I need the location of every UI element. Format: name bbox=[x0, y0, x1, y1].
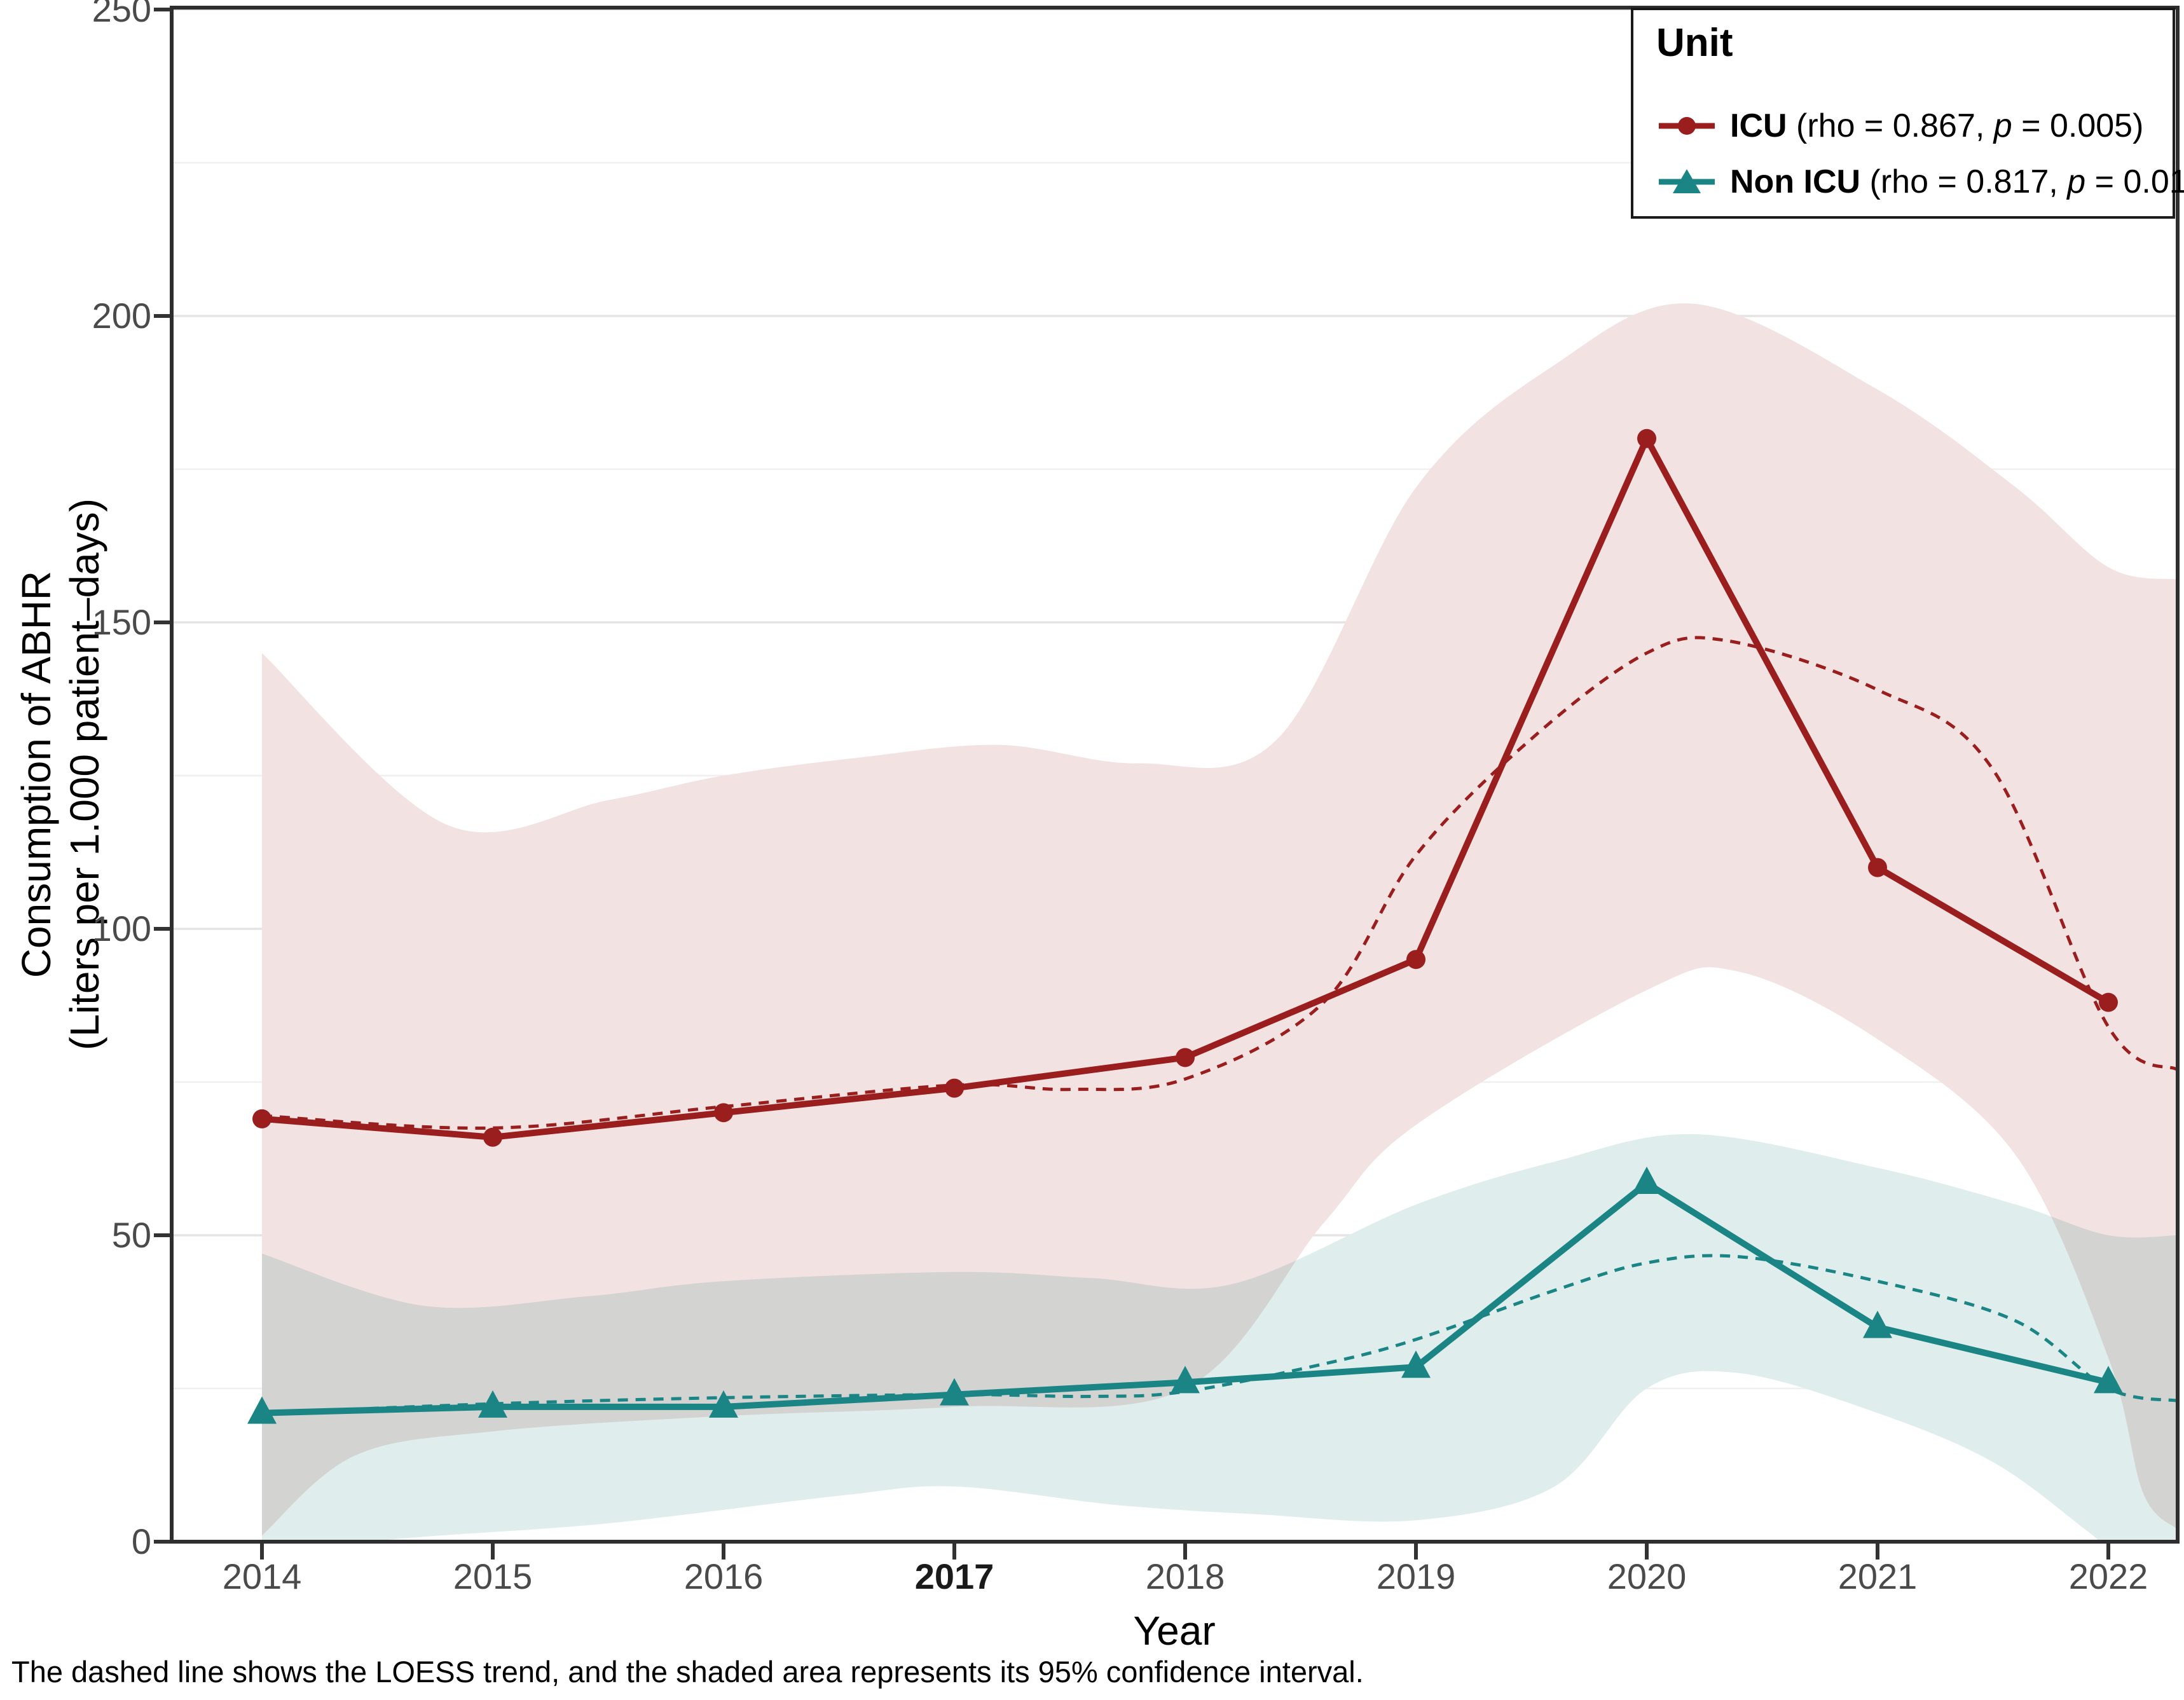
legend: Unit ICU (rho = 0.867, p = 0.005) Non IC… bbox=[1631, 8, 2184, 219]
ci-band-non-icu bbox=[262, 1134, 2178, 1542]
y-axis-title: Consumption of ABHR (Liters per 1.000 pa… bbox=[12, 498, 109, 1050]
legend-entry-icu: ICU (rho = 0.867, p = 0.005) bbox=[1656, 106, 2143, 146]
data-point-non-icu bbox=[709, 1390, 738, 1418]
y-axis-title-line1: Consumption of ABHR bbox=[13, 570, 59, 978]
legend-entry-icu-rho: (rho = 0.867, bbox=[1787, 107, 1994, 144]
data-point-icu bbox=[1637, 428, 1656, 448]
data-point-non-icu bbox=[1632, 1167, 1661, 1195]
data-point-non-icu bbox=[247, 1396, 277, 1424]
legend-entry-non-icu-rho: (rho = 0.817, bbox=[1860, 163, 2068, 200]
legend-entry-non-icu: Non ICU (rho = 0.817, p = 0.011) bbox=[1656, 161, 2184, 202]
panel-border bbox=[170, 6, 2180, 1544]
y-tick-label: 0 bbox=[131, 1521, 151, 1561]
data-point-non-icu bbox=[1863, 1310, 1892, 1338]
x-tick-label: 2018 bbox=[1145, 1556, 1225, 1596]
data-point-icu bbox=[1176, 1048, 1195, 1067]
x-tick-label: 2020 bbox=[1607, 1556, 1687, 1596]
legend-entry-icu-p-symbol: p bbox=[1993, 107, 2012, 144]
legend-entry-non-icu-label: Non ICU (rho = 0.817, p = 0.011) bbox=[1730, 163, 2184, 201]
data-point-icu bbox=[1868, 858, 1887, 877]
data-point-non-icu bbox=[478, 1390, 507, 1418]
data-point-non-icu bbox=[1401, 1350, 1431, 1378]
x-tick-label: 2015 bbox=[453, 1556, 533, 1596]
x-tick-label: 2022 bbox=[2068, 1556, 2148, 1596]
data-point-non-icu bbox=[1171, 1366, 1200, 1394]
non-icu-line-marker-icon bbox=[1659, 169, 1715, 193]
y-tick-label: 250 bbox=[92, 0, 151, 29]
data-point-non-icu bbox=[2094, 1366, 2123, 1394]
legend-entry-non-icu-p-symbol: p bbox=[2067, 163, 2086, 200]
y-tick-label: 50 bbox=[111, 1215, 151, 1255]
markers-icu bbox=[252, 428, 2118, 1147]
markers-non-icu bbox=[247, 1167, 2123, 1424]
legend-entry-non-icu-p-value: = 0.011) bbox=[2094, 163, 2184, 200]
x-tick-label: 2017 bbox=[914, 1556, 994, 1596]
x-tick-label: 2016 bbox=[683, 1556, 764, 1596]
y-tick-label: 150 bbox=[92, 602, 151, 642]
icu-line-marker-icon bbox=[1659, 117, 1715, 135]
x-tick-label: 2021 bbox=[1837, 1556, 1918, 1596]
data-point-icu bbox=[2099, 992, 2118, 1012]
y-tick-label: 200 bbox=[92, 296, 151, 336]
legend-entry-icu-p-value: = 0.005) bbox=[2012, 107, 2144, 144]
loess-line-non-icu bbox=[261, 1254, 2178, 1415]
x-tick-label: 2019 bbox=[1376, 1556, 1456, 1596]
y-tick-label: 100 bbox=[92, 908, 151, 949]
data-point-icu bbox=[252, 1109, 271, 1128]
axis-ticks bbox=[154, 8, 2110, 1559]
chart-caption: The dashed line shows the LOESS trend, a… bbox=[11, 1655, 1364, 1689]
legend-entry-icu-label: ICU (rho = 0.867, p = 0.005) bbox=[1730, 107, 2143, 145]
x-axis-title: Year bbox=[1133, 1608, 1216, 1654]
y-axis-title-line2: (Liters per 1.000 patient–days) bbox=[62, 498, 107, 1051]
data-point-icu bbox=[483, 1127, 502, 1147]
data-point-icu bbox=[945, 1078, 964, 1098]
data-point-icu bbox=[714, 1103, 733, 1123]
data-point-icu bbox=[1406, 950, 1425, 970]
legend-entry-icu-name: ICU bbox=[1730, 107, 1787, 144]
ci-band-icu bbox=[262, 303, 2178, 1536]
x-tick-label: 2014 bbox=[222, 1556, 302, 1596]
legend-title: Unit bbox=[1656, 21, 1733, 65]
legend-entry-non-icu-name: Non ICU bbox=[1730, 163, 1861, 200]
data-point-non-icu bbox=[940, 1378, 969, 1406]
